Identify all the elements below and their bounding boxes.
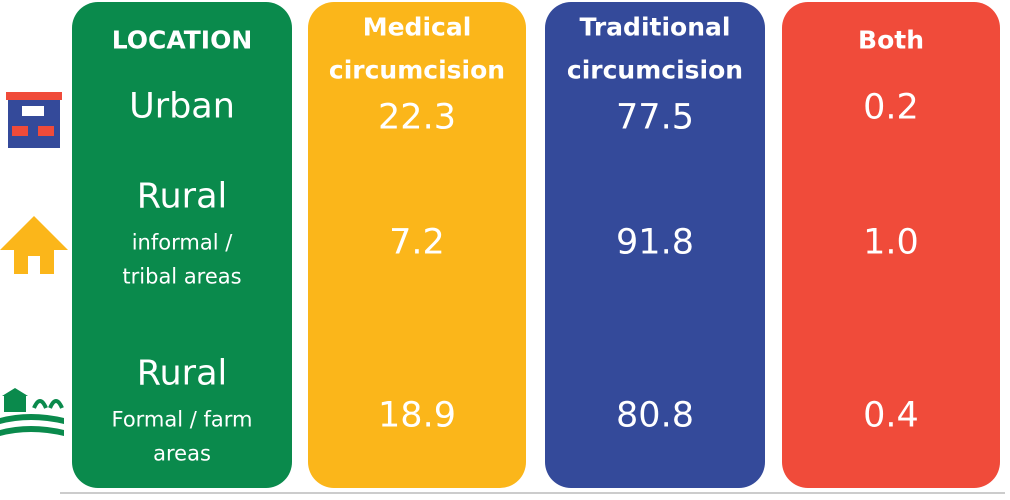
cell-value: 80.8 xyxy=(616,395,694,436)
column-header: Medical xyxy=(362,12,472,42)
column-header: Traditional xyxy=(579,12,731,42)
cell-value: 0.4 xyxy=(863,395,919,436)
column-header: circumcision xyxy=(328,55,506,85)
column xyxy=(308,2,526,488)
rural-farm-icon xyxy=(0,388,64,436)
column-header: Both xyxy=(858,25,924,55)
cell-value: 77.5 xyxy=(616,97,694,138)
location-name: Rural xyxy=(136,176,228,217)
baseline xyxy=(60,492,1005,494)
column xyxy=(72,2,292,488)
cell-value: 0.2 xyxy=(863,87,919,128)
cell-value: 7.2 xyxy=(389,222,445,263)
cell-value: 1.0 xyxy=(863,222,919,263)
cell-value: 22.3 xyxy=(378,97,456,138)
location-detail: tribal areas xyxy=(122,264,242,289)
location-detail: areas xyxy=(153,441,211,466)
column xyxy=(782,2,1000,488)
location-name: Urban xyxy=(129,86,235,127)
rural-hut-icon xyxy=(0,216,68,274)
location-name: Rural xyxy=(136,353,228,394)
location-detail: informal / xyxy=(131,230,233,255)
urban-icon xyxy=(6,92,62,148)
column-header: circumcision xyxy=(566,55,744,85)
location-detail: Formal / farm xyxy=(111,407,253,432)
column xyxy=(545,2,765,488)
column-header: LOCATION xyxy=(111,25,253,55)
cell-value: 91.8 xyxy=(616,222,694,263)
cell-value: 18.9 xyxy=(378,395,456,436)
